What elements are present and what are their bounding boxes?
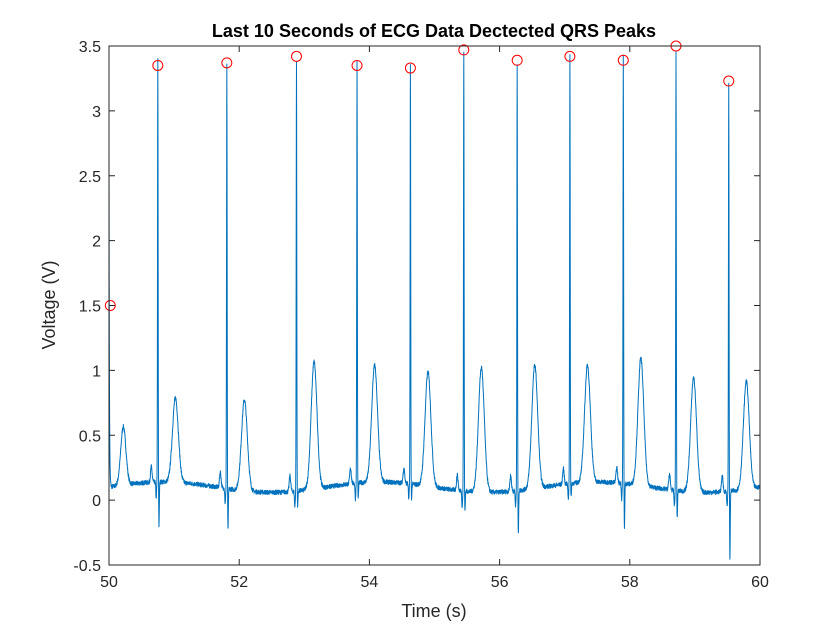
x-tick-label: 54 xyxy=(361,574,379,591)
y-tick-label: 3 xyxy=(92,104,101,121)
x-tick-label: 50 xyxy=(100,574,118,591)
y-tick-label: 2.5 xyxy=(79,169,101,186)
ecg-signal-line xyxy=(108,50,761,560)
chart-title: Last 10 Seconds of ECG Data Dectected QR… xyxy=(212,21,656,41)
qrs-peak-marker xyxy=(221,57,233,69)
y-tick-label: -0.5 xyxy=(73,558,101,575)
qrs-peak-marker xyxy=(104,300,116,311)
x-tick-label: 58 xyxy=(621,574,639,591)
y-axis: -0.5 0 0.5 1 1.5 2 2.5 3 3.5 xyxy=(73,39,760,575)
qrs-peak-marker xyxy=(458,44,470,56)
y-tick-label: 0.5 xyxy=(79,428,101,445)
x-tick-label: 56 xyxy=(491,574,509,591)
y-tick-label: 3.5 xyxy=(79,39,101,56)
qrs-peak-marker xyxy=(290,50,302,62)
qrs-peak-marker xyxy=(723,75,735,87)
y-tick-label: 2 xyxy=(92,234,101,251)
y-tick-label: 0 xyxy=(92,493,101,510)
x-tick-label: 52 xyxy=(230,574,248,591)
series-layer xyxy=(108,50,761,560)
qrs-peak-marker xyxy=(511,54,523,66)
x-axis-label: Time (s) xyxy=(401,601,466,621)
y-tick-label: 1.5 xyxy=(79,299,101,316)
qrs-peak-marker xyxy=(404,62,416,74)
x-tick-label: 60 xyxy=(751,574,769,591)
qrs-peak-marker xyxy=(564,50,576,62)
y-tick-label: 1 xyxy=(92,363,101,380)
x-axis: 50 52 54 56 58 60 xyxy=(100,46,769,591)
qrs-peak-marker xyxy=(351,59,363,71)
qrs-peak-marker xyxy=(152,59,164,71)
y-axis-label: Voltage (V) xyxy=(39,260,59,349)
qrs-peak-marker xyxy=(617,54,629,66)
